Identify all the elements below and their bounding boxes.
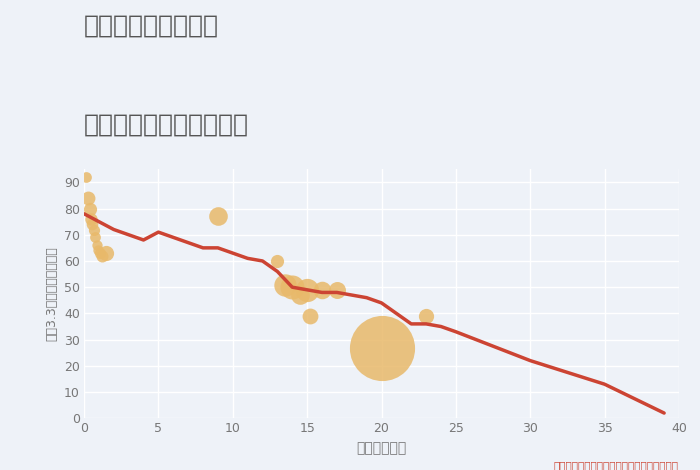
Point (88, 226, 99, 233)
Point (90, 234, 101, 241)
Point (96, 252, 108, 259)
Point (91, 242, 102, 249)
Point (316, 286, 328, 294)
Point (92, 247, 104, 254)
Text: 埼玉県鴻巣市宮地の: 埼玉県鴻巣市宮地の (84, 14, 219, 38)
Point (376, 344, 387, 351)
Point (294, 291, 305, 299)
Point (212, 212, 223, 220)
Point (80, 173, 92, 181)
Point (421, 312, 432, 320)
X-axis label: 築年数（年）: 築年数（年） (356, 441, 407, 455)
Y-axis label: 坪（3.3㎡）単価（万円）: 坪（3.3㎡）単価（万円） (46, 246, 58, 341)
Point (287, 283, 298, 291)
Point (331, 286, 342, 294)
Point (304, 312, 316, 320)
Point (87, 220, 98, 228)
Point (279, 281, 290, 288)
Point (94, 250, 105, 257)
Point (84, 205, 95, 212)
Point (302, 286, 313, 294)
Text: 築年数別中古戸建て価格: 築年数別中古戸建て価格 (84, 113, 249, 137)
Point (272, 257, 283, 265)
Point (83, 194, 94, 202)
Point (101, 250, 112, 257)
Text: 円の大きさは、取引のあった物件面積を示す: 円の大きさは、取引のあった物件面積を示す (554, 461, 679, 470)
Point (86, 215, 97, 223)
